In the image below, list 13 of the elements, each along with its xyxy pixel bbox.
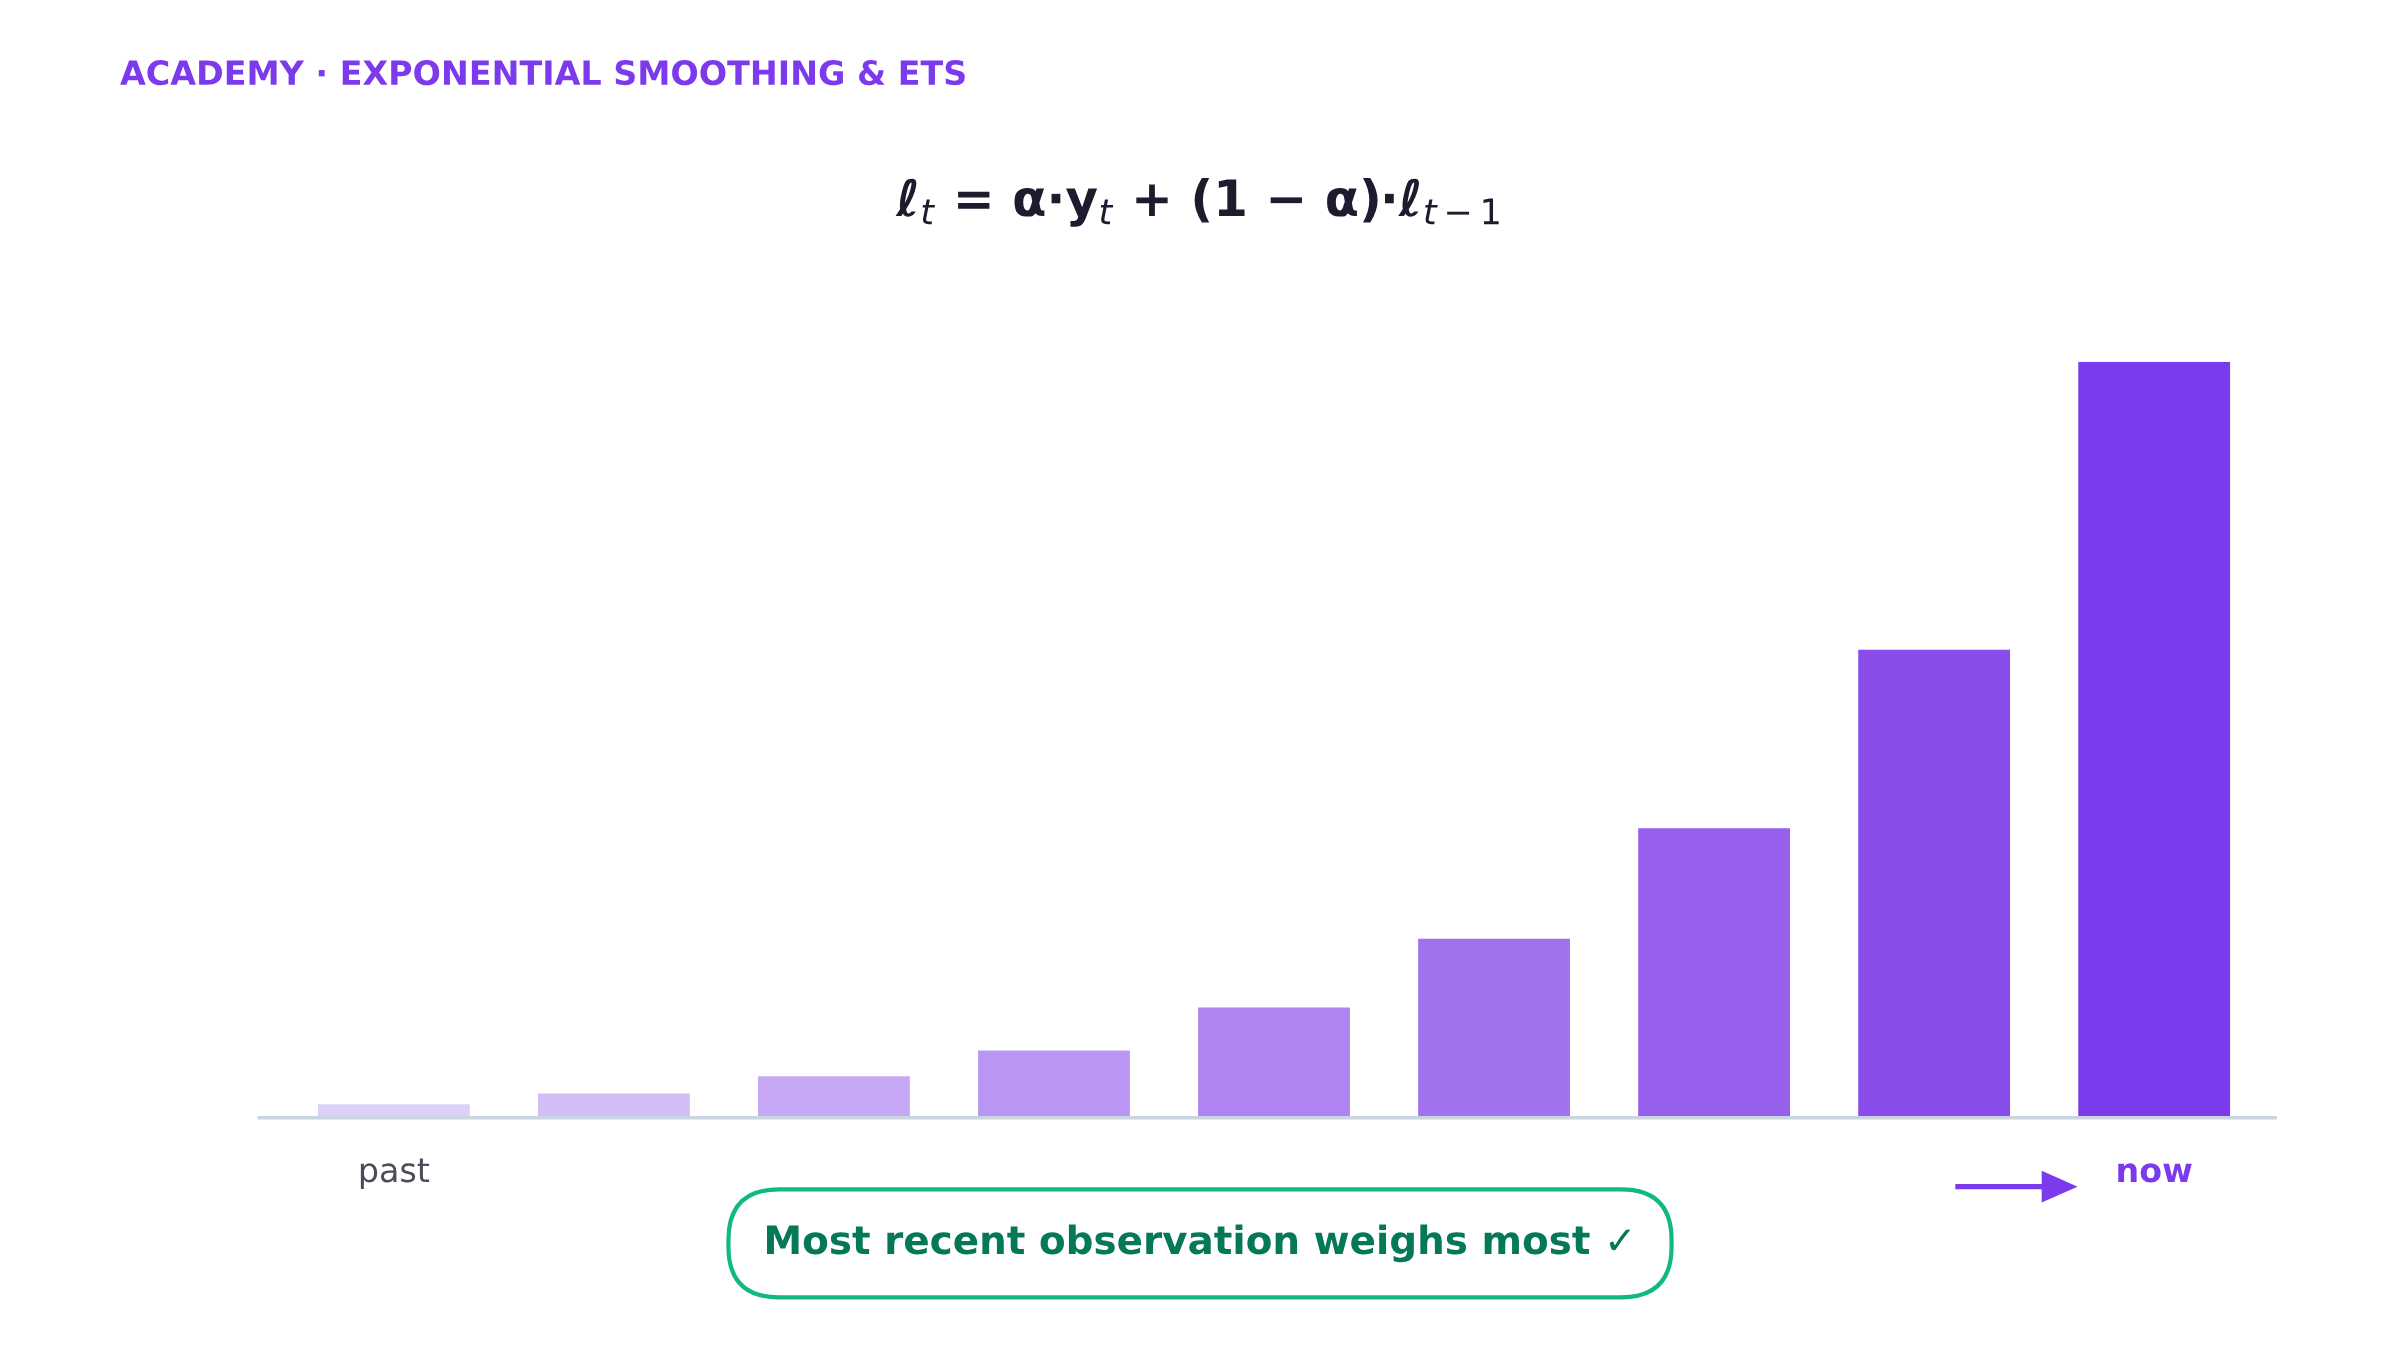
- bar: [978, 1050, 1130, 1118]
- bar: [1638, 828, 1791, 1118]
- bar: [1418, 938, 1570, 1118]
- x-tick-label: now: [2118, 1163, 2192, 1183]
- bar: [1858, 649, 2011, 1118]
- bar: [758, 1076, 910, 1118]
- bar: [537, 1093, 690, 1118]
- chart-title: ACADEMY · EXPONENTIAL SMOOTHING & ETS: [120, 60, 965, 86]
- chart-subtitle: ℓ$_{t}$ = α·y$_{t}$ + (1 − α)·ℓ$_{t−1}$: [895, 178, 1499, 227]
- x-tick-label: past: [360, 1158, 430, 1189]
- text: Most recent observation weighs most ✓: [767, 1224, 1630, 1263]
- bar: [2078, 361, 2231, 1118]
- bar: [1198, 1007, 1350, 1118]
